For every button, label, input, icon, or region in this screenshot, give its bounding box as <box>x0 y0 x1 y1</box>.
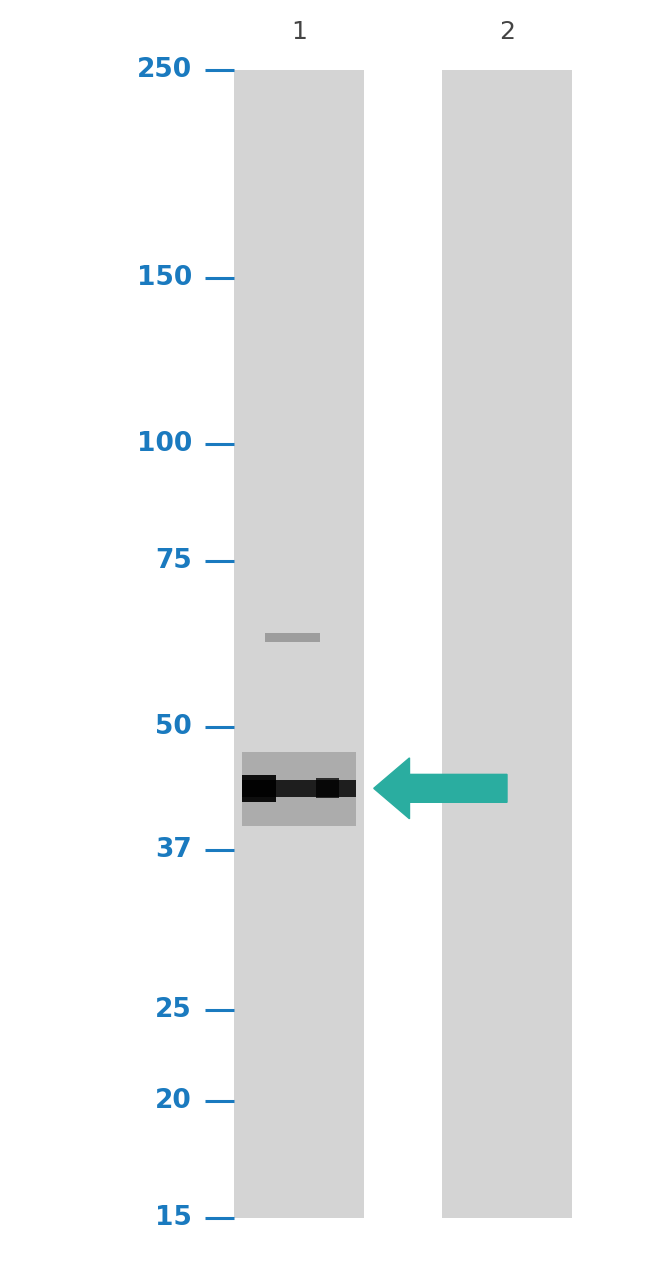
Text: 2: 2 <box>499 20 515 44</box>
Text: 75: 75 <box>155 548 192 575</box>
Text: 1: 1 <box>291 20 307 44</box>
FancyArrow shape <box>374 758 507 819</box>
Bar <box>242 775 276 802</box>
Text: 20: 20 <box>155 1088 192 1114</box>
Text: 250: 250 <box>136 57 192 82</box>
Bar <box>242 753 356 826</box>
Text: 150: 150 <box>136 265 192 292</box>
Bar <box>234 70 364 1218</box>
Text: 50: 50 <box>155 713 192 740</box>
Text: 15: 15 <box>155 1206 192 1231</box>
Bar <box>316 778 339 798</box>
Text: 100: 100 <box>136 431 192 457</box>
Bar <box>442 70 572 1218</box>
Bar <box>265 633 320 642</box>
Bar <box>242 780 356 797</box>
Text: 37: 37 <box>155 836 192 863</box>
Text: 25: 25 <box>155 996 192 1023</box>
